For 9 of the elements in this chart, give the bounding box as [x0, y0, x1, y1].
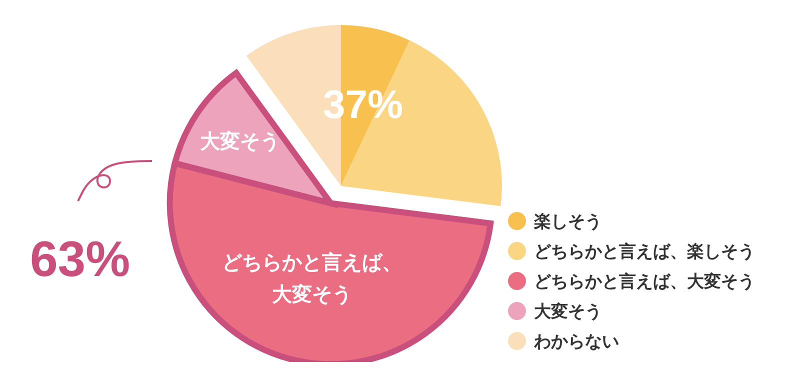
- legend-label: どちらかと言えば、楽しそう: [534, 240, 755, 262]
- legend-label: 大変そう: [534, 300, 602, 322]
- text: 63%: [30, 230, 130, 288]
- legend-label: わからない: [534, 330, 619, 352]
- text: 大変そう: [200, 128, 280, 155]
- legend-label: どちらかと言えば、大変そう: [534, 270, 755, 292]
- legend-label: 楽しそう: [534, 210, 602, 232]
- text: どちらかと言えば、大変そう: [221, 249, 403, 308]
- text: 37%: [323, 83, 404, 128]
